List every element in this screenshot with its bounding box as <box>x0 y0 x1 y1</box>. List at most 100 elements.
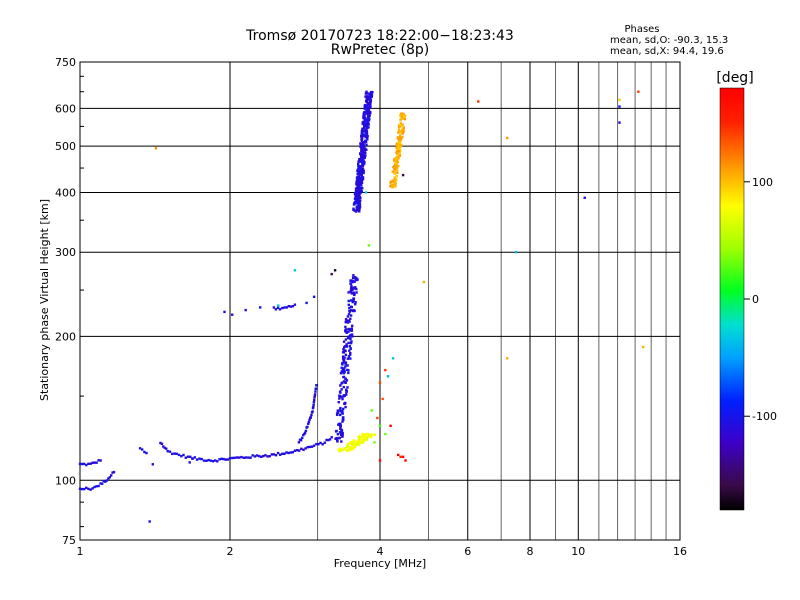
echo-point <box>260 455 263 458</box>
echo-point <box>341 418 345 421</box>
echo-point <box>226 458 230 461</box>
echo-point <box>80 487 84 491</box>
echo-point <box>351 292 354 295</box>
echo-point <box>360 145 363 148</box>
echo-point <box>396 171 399 174</box>
echo-point <box>360 135 363 138</box>
echo-point <box>357 196 361 200</box>
echo-point <box>107 477 110 480</box>
echo-point <box>358 205 362 209</box>
echo-point <box>363 111 366 114</box>
echo-point <box>166 450 169 453</box>
echo-point <box>367 434 371 437</box>
echo-point <box>101 482 104 485</box>
echo-point <box>349 341 353 345</box>
echo-point <box>360 154 363 158</box>
echo-point <box>357 437 361 441</box>
echo-point <box>366 126 369 130</box>
echo-point <box>401 123 404 126</box>
echo-point <box>268 455 271 458</box>
echo-point <box>341 355 345 358</box>
echo-point <box>381 397 384 401</box>
echo-point <box>355 193 358 196</box>
echo-point <box>345 331 348 334</box>
echo-point <box>342 340 346 343</box>
echo-point <box>369 91 373 94</box>
echo-point <box>391 170 394 173</box>
echo-point <box>367 123 370 126</box>
echo-point <box>344 338 348 341</box>
echo-point <box>358 168 361 171</box>
echo-point <box>341 416 345 419</box>
echo-point <box>279 453 282 456</box>
echo-point <box>378 381 382 384</box>
echo-point <box>259 306 262 309</box>
echo-point <box>281 306 284 310</box>
echo-point <box>339 372 343 375</box>
echo-point <box>307 420 311 424</box>
echo-point <box>352 291 356 294</box>
colorbar-gradient <box>719 87 745 511</box>
echo-point <box>231 313 234 316</box>
echo-points <box>78 90 645 523</box>
echo-point <box>348 345 351 348</box>
echo-point <box>341 397 344 401</box>
colorbar-tick-label: 0 <box>752 293 759 306</box>
echo-point <box>312 401 316 404</box>
echo-point <box>369 98 373 101</box>
echo-point <box>392 165 395 169</box>
echo-point <box>376 416 379 420</box>
echo-point <box>360 175 363 178</box>
echo-point <box>340 411 343 414</box>
y-tick-label: 100 <box>55 474 76 487</box>
echo-point <box>363 141 366 144</box>
echo-point <box>398 136 402 139</box>
echo-point <box>353 280 356 283</box>
echo-point <box>353 201 357 204</box>
echo-point <box>361 153 364 156</box>
echo-point <box>349 282 352 285</box>
echo-point <box>357 200 360 204</box>
echo-point <box>618 105 621 108</box>
echo-point <box>193 456 196 459</box>
echo-point <box>357 160 360 163</box>
echo-point <box>342 375 345 379</box>
echo-point <box>337 448 340 452</box>
echo-point <box>351 276 355 279</box>
echo-point <box>344 353 348 357</box>
colorbar-tick-label: -100 <box>752 410 777 423</box>
echo-point <box>353 309 356 313</box>
echo-point <box>359 160 362 163</box>
echo-point <box>228 457 232 460</box>
echo-point <box>334 430 338 433</box>
echo-point <box>341 370 345 373</box>
echo-point <box>346 449 349 452</box>
echo-point <box>97 459 100 462</box>
echo-point <box>357 187 361 191</box>
echo-point <box>395 168 399 172</box>
echo-point <box>362 154 366 158</box>
echo-point <box>356 199 359 202</box>
echo-point <box>224 458 227 461</box>
echo-point <box>396 153 400 156</box>
echo-point <box>89 462 92 465</box>
echo-point <box>360 165 363 168</box>
echo-point <box>310 445 314 448</box>
echo-point <box>91 461 94 464</box>
echo-point <box>364 107 367 110</box>
echo-point <box>287 451 290 455</box>
echo-point <box>361 122 364 125</box>
echo-point <box>356 209 359 212</box>
echo-point <box>344 377 347 380</box>
echo-point <box>514 251 518 254</box>
echo-point <box>341 368 345 372</box>
echo-point <box>363 437 366 440</box>
echo-point <box>506 357 509 360</box>
echo-point <box>191 457 194 460</box>
echo-point <box>366 118 369 121</box>
echo-point <box>366 120 370 123</box>
echo-point <box>395 150 399 153</box>
echo-point <box>393 185 396 188</box>
echo-point <box>367 244 371 247</box>
echo-point <box>402 129 405 132</box>
